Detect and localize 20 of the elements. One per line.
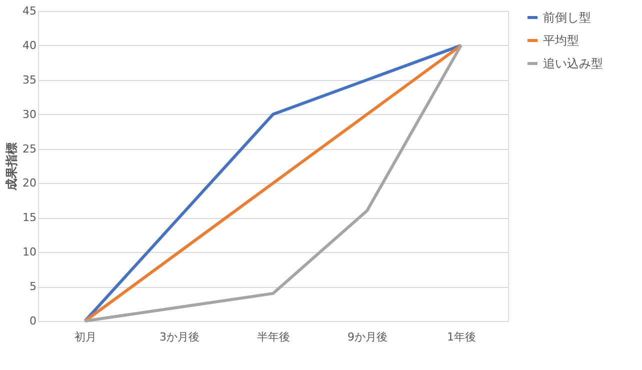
y-tick-label: 0 <box>30 314 36 328</box>
y-tick-label: 5 <box>30 280 36 294</box>
legend-label: 平均型 <box>543 34 579 48</box>
y-tick-label: 35 <box>22 73 36 86</box>
y-tick-label: 40 <box>22 38 36 52</box>
x-tick-label: 1年後 <box>447 330 476 344</box>
y-tick-label: 20 <box>22 176 36 190</box>
y-tick-label: 10 <box>22 246 36 259</box>
x-tick-label: 初月 <box>74 330 96 344</box>
y-tick-label: 30 <box>22 108 36 121</box>
x-tick-label: 3か月後 <box>160 330 200 344</box>
line-series <box>84 44 462 322</box>
legend-label: 追い込み型 <box>543 56 603 70</box>
legend-label: 前倒し型 <box>543 10 591 24</box>
x-tick-label: 9か月後 <box>348 330 388 344</box>
y-axis-title: 成果指標 <box>4 142 19 192</box>
y-tick-label: 45 <box>22 4 36 18</box>
x-tick-label: 半年後 <box>257 330 290 344</box>
y-tick-label: 25 <box>22 142 36 156</box>
y-tick-label: 15 <box>22 211 36 224</box>
